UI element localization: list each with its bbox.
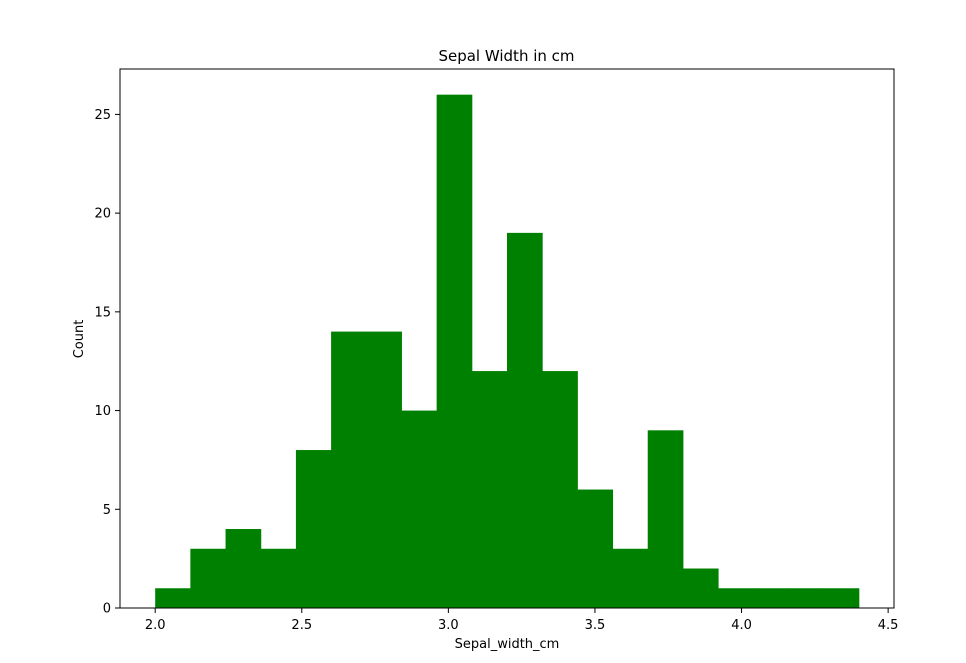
histogram-bar [366, 331, 402, 608]
x-tick-label: 4.0 [731, 618, 752, 633]
y-tick-label: 0 [103, 602, 111, 617]
histogram-bar [507, 232, 543, 608]
histogram-bar [718, 588, 754, 608]
y-tick-label: 25 [94, 108, 111, 123]
histogram-bar [155, 588, 191, 608]
histogram-bar [753, 588, 789, 608]
bars-group [155, 94, 860, 608]
x-axis-ticks: 2.0 2.5 3.0 3.5 4.0 4.5 [145, 608, 899, 633]
chart-title: Sepal Width in cm [438, 47, 574, 65]
histogram-bar [190, 548, 227, 608]
y-axis-ticks: 0 5 10 15 20 25 [94, 108, 120, 617]
histogram-bar [331, 331, 367, 608]
histogram-bar [823, 588, 860, 608]
x-tick-label: 2.0 [145, 618, 166, 633]
y-tick-label: 10 [94, 404, 111, 419]
y-axis-label: Count [72, 320, 87, 359]
plot-frame [119, 68, 895, 609]
histogram-bar [260, 548, 297, 608]
histogram-bar [647, 430, 684, 608]
histogram-bar [295, 450, 332, 608]
y-tick-label: 15 [94, 305, 111, 320]
histogram-bar [612, 548, 649, 608]
histogram-bar [788, 588, 825, 608]
histogram-bar [436, 94, 473, 608]
histogram-bar [682, 568, 719, 608]
y-tick-label: 20 [94, 207, 111, 222]
x-tick-label: 3.0 [438, 618, 459, 633]
histogram-bar [225, 529, 262, 608]
x-axis-label: Sepal_width_cm [455, 637, 560, 652]
histogram-bar [577, 489, 614, 608]
x-tick-label: 3.5 [585, 618, 606, 633]
histogram-bar [401, 410, 438, 608]
y-tick-label: 5 [103, 503, 111, 518]
histogram-bar [542, 371, 578, 608]
histogram-bar [471, 371, 508, 608]
x-tick-label: 4.5 [878, 618, 899, 633]
x-tick-label: 2.5 [291, 618, 312, 633]
